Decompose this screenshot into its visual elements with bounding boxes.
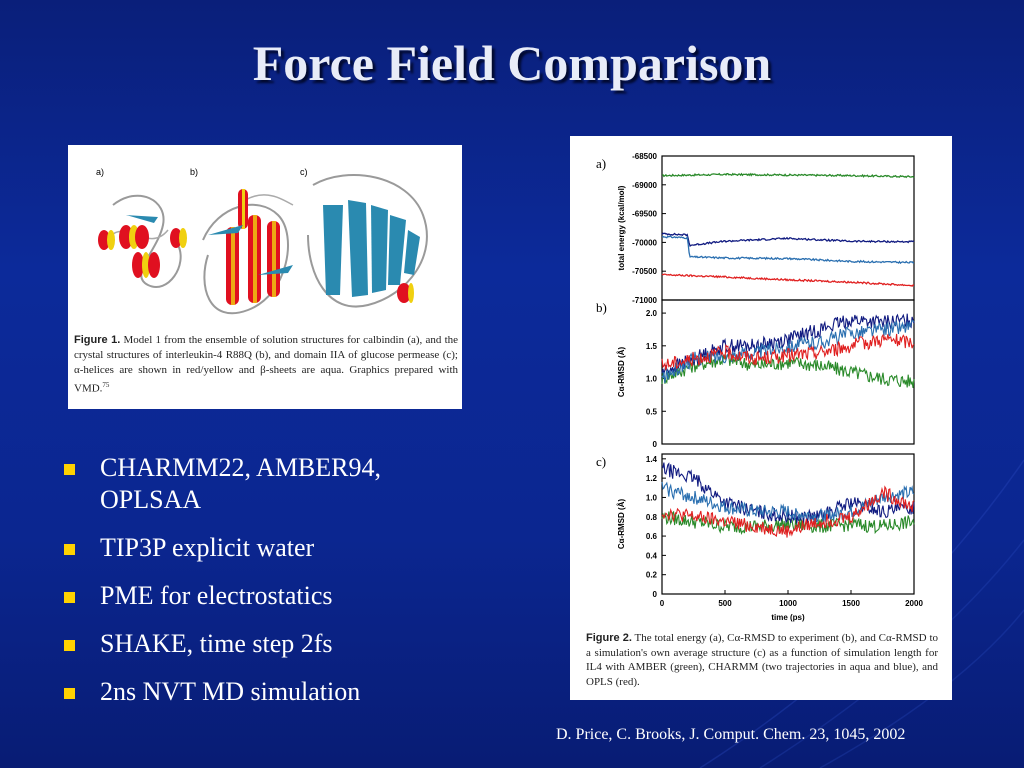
series-line xyxy=(661,232,915,248)
plot-frame xyxy=(661,155,915,301)
square-bullet-icon xyxy=(64,688,75,699)
figure-2-chart: a) -68500 -69000 -69500 -70000 -70500 -71000 to… xyxy=(596,152,923,622)
figure-1-label: Figure 1. xyxy=(74,334,121,346)
bullet-item: SHAKE, time step 2fs xyxy=(62,628,482,660)
bullet-text: 2ns NVT MD simulation xyxy=(100,677,361,706)
series-line xyxy=(661,481,915,524)
bullet-text: CHARMM22, AMBER94, OPLSAA xyxy=(100,453,381,514)
bullet-list: CHARMM22, AMBER94, OPLSAA TIP3P explicit… xyxy=(62,452,482,724)
y-tick-label: -68500 xyxy=(632,152,657,161)
x-tick-label: 500 xyxy=(718,599,732,608)
y-axis-label: Cα-RMSD (Å) xyxy=(617,347,626,398)
citation: D. Price, C. Brooks, J. Comput. Chem. 23… xyxy=(556,726,906,743)
y-tick-label: 1.0 xyxy=(646,375,658,384)
series-line xyxy=(661,333,915,371)
panel-label-a: a) xyxy=(96,167,104,177)
slide-title: Force Field Comparison xyxy=(252,35,772,91)
figure-1-caption-ref: 75 xyxy=(102,381,110,389)
bullet-text: PME for electrostatics xyxy=(100,581,333,610)
x-tick-label: 1000 xyxy=(779,599,797,608)
series-line xyxy=(661,273,915,288)
bullet-text: TIP3P explicit water xyxy=(100,533,315,562)
square-bullet-icon xyxy=(64,592,75,603)
x-tick-label: 0 xyxy=(660,599,665,608)
x-axis-label: time (ps) xyxy=(771,613,805,622)
y-tick-label: 0.8 xyxy=(646,513,658,522)
panel-label-b: b) xyxy=(190,167,198,177)
panel-label: a) xyxy=(596,156,606,171)
y-tick-label: -69000 xyxy=(632,181,657,190)
y-tick-label: -71000 xyxy=(632,296,657,305)
y-tick-label: 2.0 xyxy=(646,309,658,318)
interleukin-4-structure xyxy=(202,189,294,315)
series-line xyxy=(661,235,915,265)
figure-1-caption: Figure 1. Model 1 from the ensemble of s… xyxy=(74,333,458,397)
y-tick-label: 0.5 xyxy=(646,407,658,416)
bullet-item: 2ns NVT MD simulation xyxy=(62,676,482,708)
y-tick-label: 1.2 xyxy=(646,474,658,483)
figure-1-caption-text: Model 1 from the ensemble of solution st… xyxy=(74,334,459,395)
series-line xyxy=(661,510,915,536)
glucose-permease-structure xyxy=(307,174,428,308)
figure-1-protein-structures: a) b) c) xyxy=(68,145,462,409)
panel-label: c) xyxy=(596,454,606,469)
bullet-item: CHARMM22, AMBER94, OPLSAA xyxy=(62,452,482,516)
y-tick-label: 0 xyxy=(653,590,658,599)
plot-frame xyxy=(661,299,915,445)
y-tick-label: 1.4 xyxy=(646,455,658,464)
series-line xyxy=(661,485,915,538)
panel-label: b) xyxy=(596,300,607,315)
x-tick-label: 1500 xyxy=(842,599,860,608)
x-tick-label: 2000 xyxy=(905,599,923,608)
figure-2-caption: Figure 2. The total energy (a), Cα-RMSD … xyxy=(586,631,938,689)
figure-2-label: Figure 2. xyxy=(586,632,632,644)
y-tick-label: 0.4 xyxy=(646,551,658,560)
y-tick-label: 1.5 xyxy=(646,342,658,351)
calbindin-structure xyxy=(98,194,187,288)
bullet-item: PME for electrostatics xyxy=(62,580,482,612)
y-tick-label: -70500 xyxy=(632,267,657,276)
square-bullet-icon xyxy=(64,640,75,651)
square-bullet-icon xyxy=(64,544,75,555)
bullet-text: SHAKE, time step 2fs xyxy=(100,629,333,658)
y-tick-label: -70000 xyxy=(632,238,657,247)
plot-frame xyxy=(661,453,915,595)
square-bullet-icon xyxy=(64,464,75,475)
y-axis-label: total energy (kcal/mol) xyxy=(617,185,626,270)
y-tick-label: -69500 xyxy=(632,210,657,219)
bullet-item: TIP3P explicit water xyxy=(62,532,482,564)
y-tick-label: 0.2 xyxy=(646,571,658,580)
y-axis-label: Cα-RMSD (Å) xyxy=(617,499,626,550)
figure-2-caption-text: The total energy (a), Cα-RMSD to experim… xyxy=(586,632,938,688)
panel-label-c: c) xyxy=(300,167,308,177)
y-tick-label: 1.0 xyxy=(646,493,658,502)
figure-2-plots: a) -68500 -69000 -69500 -70000 -70500 -71000 to… xyxy=(570,136,952,700)
y-tick-label: 0 xyxy=(653,440,658,449)
protein-structure-illustration: a) b) c) xyxy=(96,167,428,315)
y-tick-label: 0.6 xyxy=(646,532,658,541)
series-line xyxy=(661,354,915,388)
series-line xyxy=(661,172,915,179)
